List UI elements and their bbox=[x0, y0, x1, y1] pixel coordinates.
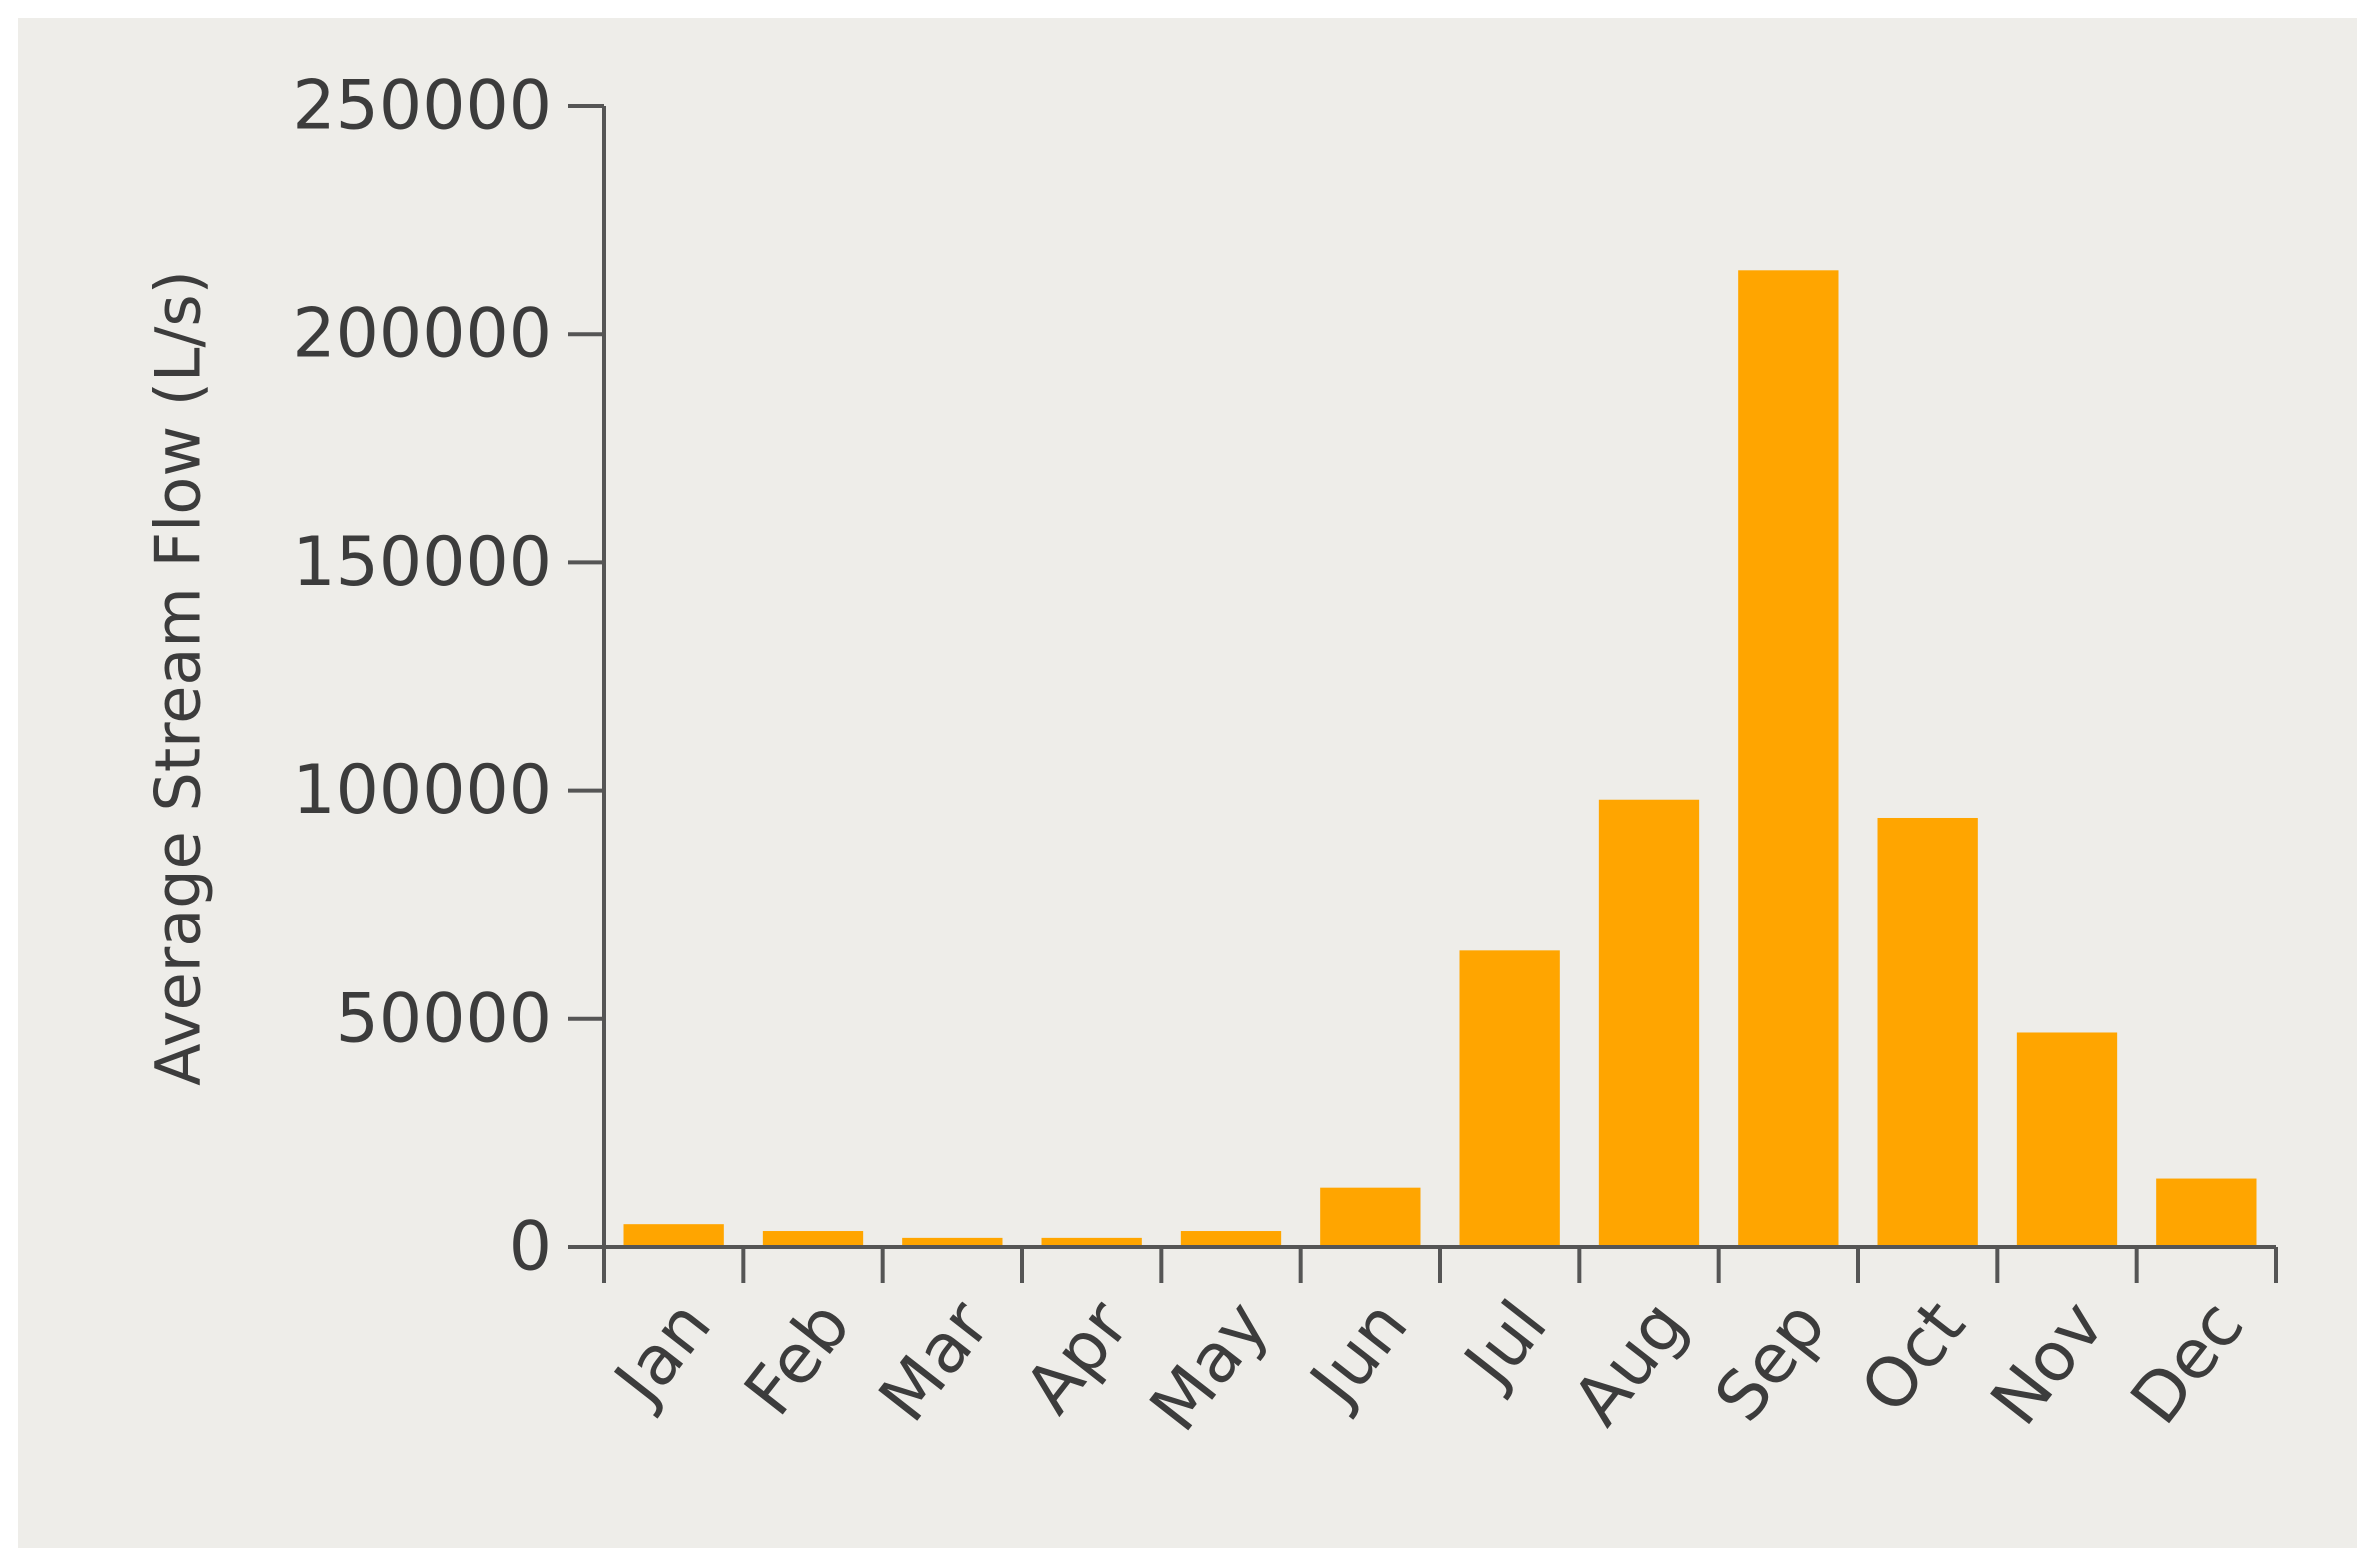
bar-aug bbox=[1598, 799, 1700, 1247]
bar-may bbox=[1180, 1231, 1282, 1247]
bar-dec bbox=[2156, 1178, 2257, 1247]
y-axis-title: Average Stream Flow (L/s) bbox=[142, 270, 215, 1086]
bars-layer bbox=[623, 270, 2257, 1247]
y-tick-label: 250000 bbox=[292, 67, 552, 146]
x-tick-label: Jan bbox=[598, 1287, 727, 1421]
y-tick-label: 150000 bbox=[292, 523, 552, 602]
bar-feb bbox=[762, 1231, 864, 1247]
y-tick-label: 50000 bbox=[336, 979, 552, 1058]
bar-nov bbox=[2016, 1032, 2118, 1247]
bar-jun bbox=[1320, 1187, 1421, 1247]
x-tick-label: Feb bbox=[730, 1287, 866, 1431]
chart-panel: 0 50000 100000 150000 200000 250000 Jan Feb Mar… bbox=[18, 18, 2357, 1548]
x-tick-label: Aug bbox=[1558, 1287, 1702, 1440]
x-tick-label: Sep bbox=[1700, 1287, 1841, 1437]
x-tick-label: Apr bbox=[1010, 1287, 1145, 1428]
bar-chart: 0 50000 100000 150000 200000 250000 Jan FebMar… bbox=[142, 67, 2278, 1446]
x-tick-label: Dec bbox=[2116, 1287, 2259, 1439]
y-tick-label: 100000 bbox=[292, 751, 552, 830]
x-tick-label: Nov bbox=[1976, 1287, 2120, 1440]
bar-jan bbox=[623, 1224, 724, 1247]
bar-sep bbox=[1738, 270, 1839, 1247]
y-tick-label: 0 bbox=[509, 1208, 552, 1287]
x-tick-label: May bbox=[1135, 1287, 1284, 1446]
x-tick-label: Jul bbox=[1448, 1287, 1563, 1403]
x-tick-label: Mar bbox=[864, 1287, 1005, 1437]
bar-oct bbox=[1877, 817, 1978, 1247]
y-axis-ticks: 0 50000 100000 150000 200000 250000 bbox=[292, 67, 604, 1287]
x-tick-label: Oct bbox=[1846, 1287, 1981, 1428]
bar-mar bbox=[902, 1237, 1003, 1247]
x-tick-label: Jun bbox=[1293, 1287, 1423, 1423]
y-tick-label: 200000 bbox=[292, 295, 552, 374]
bar-apr bbox=[1041, 1237, 1142, 1247]
bar-jul bbox=[1459, 950, 1560, 1247]
